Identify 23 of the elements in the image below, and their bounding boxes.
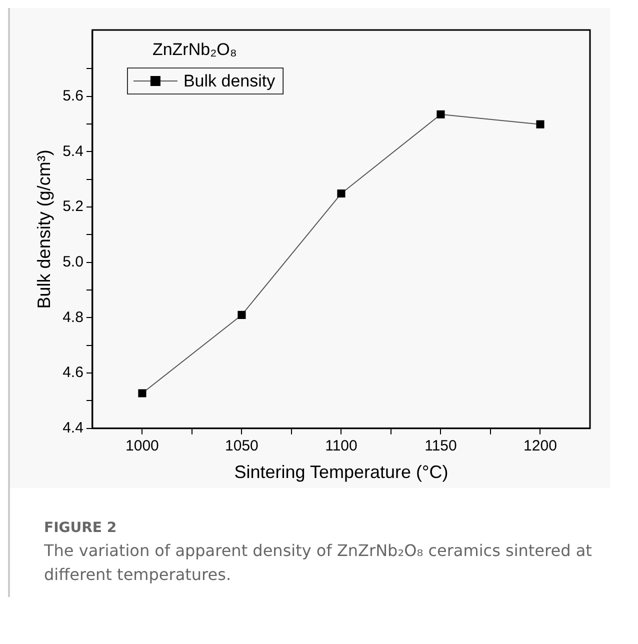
caption: FIGURE 2 [44,519,118,538]
point [238,310,246,319]
x-tick-label: 1150 [424,438,457,455]
point [536,120,544,128]
point [337,189,346,198]
y-tick-label: 5.2 [62,198,84,216]
y-tick-label: 5.0 [62,254,84,271]
point [436,110,445,118]
annotation: ZnZrNb₂O₈ [152,40,237,59]
y-tick-label: 4.8 [62,308,84,326]
point [138,389,146,398]
y-tick-label: 5.6 [62,88,84,105]
x-tick-label: 1000 [126,438,159,455]
x-axis-title: Sintering Temperature (°C) [234,462,448,482]
x-tick-label: 1050 [225,438,258,455]
y-tick-label: 5.4 [62,142,84,160]
y-tick-label: 4.4 [62,420,84,437]
text: The variation of apparent density of ZnZrNb₂O₈ ceramics sintered at different temperatures. [44,540,593,586]
legend-label: Bulk density [183,72,276,91]
y-axis-title: Bulk density (g/cm³) [34,150,54,309]
x-tick-label: 1100 [325,438,358,455]
y-tick-label: 4.6 [62,364,84,382]
x-tick-label: 1200 [524,438,557,455]
